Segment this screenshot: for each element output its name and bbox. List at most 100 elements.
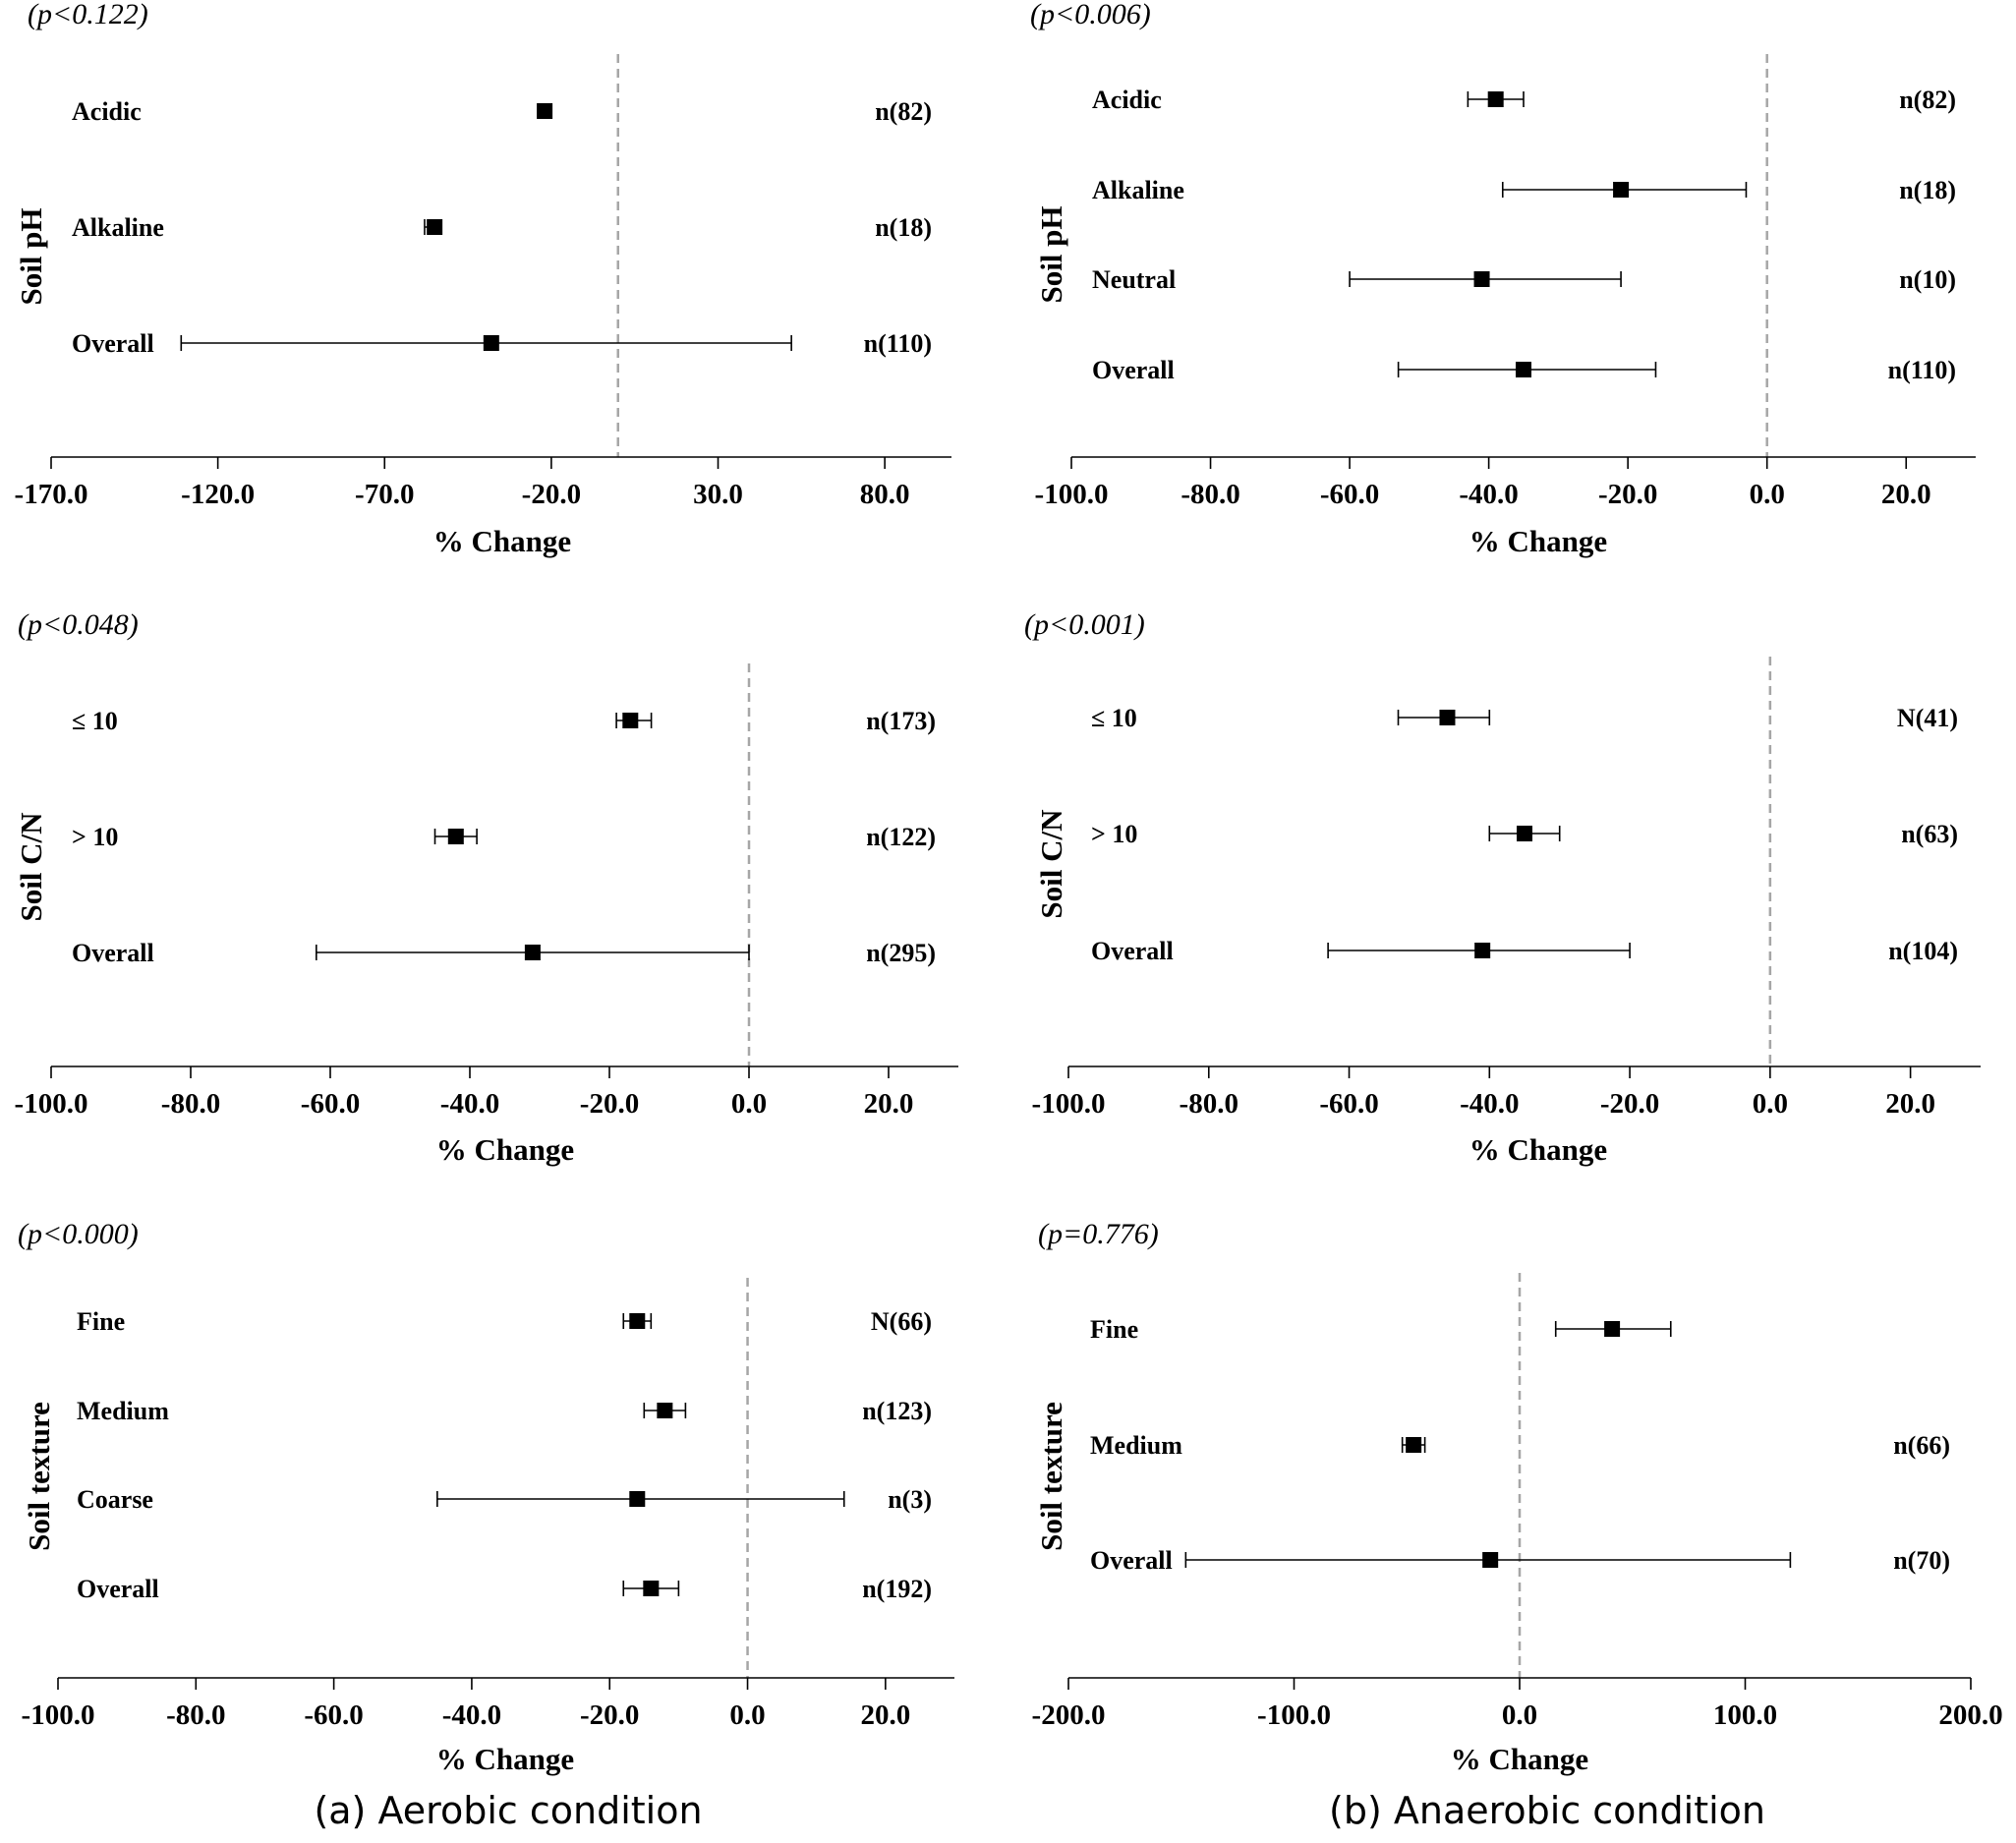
x-tick-label: 30.0 (693, 479, 743, 510)
x-tick-label: -20.0 (580, 1699, 639, 1731)
row-label: ≤ 10 (1091, 704, 1137, 732)
mean-point-marker (427, 219, 443, 235)
x-tick-label: 20.0 (864, 1088, 914, 1120)
row-label: Overall (72, 939, 154, 967)
panel-anaerobic-texture: (p=0.776) Soil texture -200.0 -100.0 0.0 100.… (1032, 1218, 2003, 1776)
x-tick-label: -80.0 (161, 1088, 220, 1120)
x-axis-label: % Change (436, 1132, 574, 1167)
row-sample-size: n(122) (866, 823, 936, 851)
x-tick-label: -100.0 (1257, 1699, 1331, 1731)
row-sample-size: n(295) (866, 939, 936, 967)
p-value-label: (p<0.048) (18, 608, 139, 641)
row-label: > 10 (1091, 820, 1137, 848)
mean-point-marker (1482, 1552, 1499, 1568)
mean-point-marker (643, 1581, 660, 1596)
x-tick-label: -120.0 (181, 479, 255, 510)
row-label: Overall (1092, 356, 1175, 384)
row-sample-size: n(10) (1899, 265, 1956, 294)
row-label: Alkaline (1092, 176, 1184, 204)
row-sample-size: n(66) (1893, 1431, 1950, 1460)
p-value-label: (p<0.006) (1030, 0, 1151, 30)
row-sample-size: n(82) (1899, 86, 1956, 114)
panel-aerobic-ph: (p<0.122) Soil pH -170.0 -120.0 -70.0 -20.0 30… (14, 0, 951, 558)
row-sample-size: n(173) (866, 707, 936, 735)
x-tick-label: -100.0 (15, 1088, 88, 1120)
x-tick-label: -40.0 (1460, 1088, 1519, 1120)
x-tick-label: 100.0 (1713, 1699, 1777, 1731)
mean-point-marker (629, 1491, 646, 1507)
x-tick-label: -20.0 (1598, 479, 1657, 510)
row-sample-size: n(104) (1888, 937, 1958, 965)
mean-point-marker (1439, 710, 1456, 725)
row-sample-size: n(82) (875, 97, 932, 126)
row-label: Coarse (77, 1485, 153, 1514)
caption-anaerobic: (b) Anaerobic condition (1329, 1789, 1765, 1832)
x-tick-label: 0.0 (1750, 479, 1785, 510)
x-tick-label: -20.0 (522, 479, 581, 510)
mean-point-marker (1516, 362, 1531, 377)
row-sample-size: n(3) (888, 1485, 932, 1514)
mean-point-marker (1487, 91, 1504, 107)
mean-point-marker (1613, 182, 1630, 198)
row-label: Overall (1090, 1546, 1173, 1575)
panel-anaerobic-cn: (p<0.001) Soil C/N -100.0 -80.0 -60.0 -40.0 -2… (1024, 608, 1981, 1167)
mean-point-marker (657, 1403, 673, 1418)
x-tick-label: -60.0 (1319, 1088, 1378, 1120)
row-sample-size: n(123) (862, 1397, 932, 1425)
x-tick-label: -80.0 (1180, 1088, 1238, 1120)
mean-point-marker (622, 713, 639, 728)
row-sample-size: n(63) (1901, 820, 1958, 848)
p-value-label: (p<0.001) (1024, 608, 1145, 641)
mean-point-marker (1517, 826, 1532, 841)
row-label: Fine (1090, 1315, 1138, 1344)
mean-point-marker (1604, 1321, 1621, 1337)
row-sample-size: n(192) (862, 1575, 932, 1603)
row-sample-size: n(18) (875, 213, 932, 242)
row-sample-size: n(18) (1899, 176, 1956, 204)
row-label: ≤ 10 (72, 707, 118, 735)
x-tick-label: 0.0 (729, 1699, 765, 1731)
mean-point-marker (537, 103, 553, 119)
x-tick-label: -100.0 (22, 1699, 95, 1731)
x-tick-label: 20.0 (1881, 479, 1931, 510)
x-tick-label: -40.0 (440, 1088, 499, 1120)
mean-point-marker (447, 829, 464, 844)
row-label: Acidic (1092, 86, 1162, 114)
x-tick-label: -200.0 (1032, 1699, 1106, 1731)
x-axis-label: % Change (1469, 524, 1607, 558)
mean-point-marker (629, 1313, 646, 1329)
y-axis-label: Soil pH (1034, 205, 1068, 303)
panel-aerobic-texture: (p<0.000) Soil texture -100.0 -80.0 -60.0 -40… (18, 1218, 954, 1776)
x-tick-label: 0.0 (1753, 1088, 1788, 1120)
row-label: Medium (1090, 1431, 1182, 1460)
p-value-label: (p<0.122) (28, 0, 148, 30)
y-axis-label: Soil C/N (14, 812, 48, 921)
x-tick-label: -170.0 (15, 479, 88, 510)
row-label: Alkaline (72, 213, 164, 242)
y-axis-label: Soil texture (1034, 1402, 1068, 1551)
row-sample-size: n(70) (1893, 1546, 1950, 1575)
mean-point-marker (1473, 271, 1490, 287)
x-tick-label: -60.0 (304, 1699, 363, 1731)
y-axis-label: Soil texture (22, 1402, 56, 1551)
caption-aerobic: (a) Aerobic condition (314, 1789, 703, 1832)
p-value-label: (p<0.000) (18, 1218, 139, 1250)
x-tick-label: -60.0 (301, 1088, 360, 1120)
x-tick-label: 200.0 (1938, 1699, 2002, 1731)
x-tick-label: -40.0 (1459, 479, 1518, 510)
row-sample-size: n(110) (864, 329, 932, 358)
row-label: > 10 (72, 823, 118, 851)
row-label: Neutral (1092, 265, 1176, 294)
x-tick-label: -40.0 (442, 1699, 501, 1731)
row-label: Fine (77, 1307, 125, 1336)
row-label: Medium (77, 1397, 169, 1425)
x-axis-label: % Change (1451, 1742, 1588, 1776)
row-label: Acidic (72, 97, 142, 126)
x-tick-label: -60.0 (1320, 479, 1379, 510)
row-label: Overall (1091, 937, 1174, 965)
x-tick-label: -100.0 (1032, 1088, 1106, 1120)
x-axis-label: % Change (433, 524, 571, 558)
x-tick-label: 20.0 (1885, 1088, 1935, 1120)
